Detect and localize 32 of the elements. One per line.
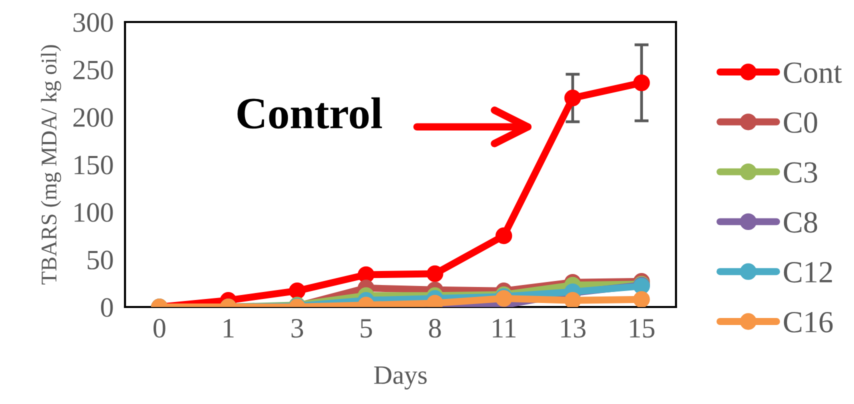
legend-label: Cont: [784, 62, 842, 83]
legend-label: C12: [784, 262, 832, 283]
point: [633, 74, 650, 92]
point: [358, 266, 374, 284]
x-tick-label: 0: [154, 318, 166, 338]
legend-label: C8: [784, 212, 818, 233]
y-axis-title: TBARS (mg MDA/ kg oil): [40, 45, 62, 284]
x-tick-label: 3: [292, 318, 304, 338]
y-tick-label: 100: [74, 203, 113, 222]
x-axis-title: Days: [374, 366, 427, 390]
point: [564, 292, 582, 307]
legend-label: C0: [784, 112, 818, 133]
x-tick-label: 8: [429, 318, 441, 338]
legend-label: C16: [784, 312, 833, 332]
y-tick-label: 200: [73, 108, 113, 127]
y-tick-label: 0: [101, 298, 113, 317]
legend-label: C3: [784, 162, 818, 183]
point: [564, 90, 582, 106]
y-tick-label: 50: [88, 250, 113, 270]
y-tick-label: 150: [74, 156, 113, 174]
x-tick-label: 1: [224, 319, 234, 338]
y-tick-label: 300: [74, 13, 113, 32]
x-tick-label: 5: [360, 319, 372, 338]
point: [495, 227, 512, 244]
x-tick-label: 13: [561, 318, 586, 338]
x-tick-label: 15: [630, 319, 654, 338]
point: [633, 291, 650, 307]
y-tick-label: 250: [73, 60, 113, 80]
x-tick-label: 11: [492, 319, 516, 338]
annotation: Control: [238, 97, 382, 129]
point: [288, 282, 306, 300]
point: [426, 265, 444, 282]
